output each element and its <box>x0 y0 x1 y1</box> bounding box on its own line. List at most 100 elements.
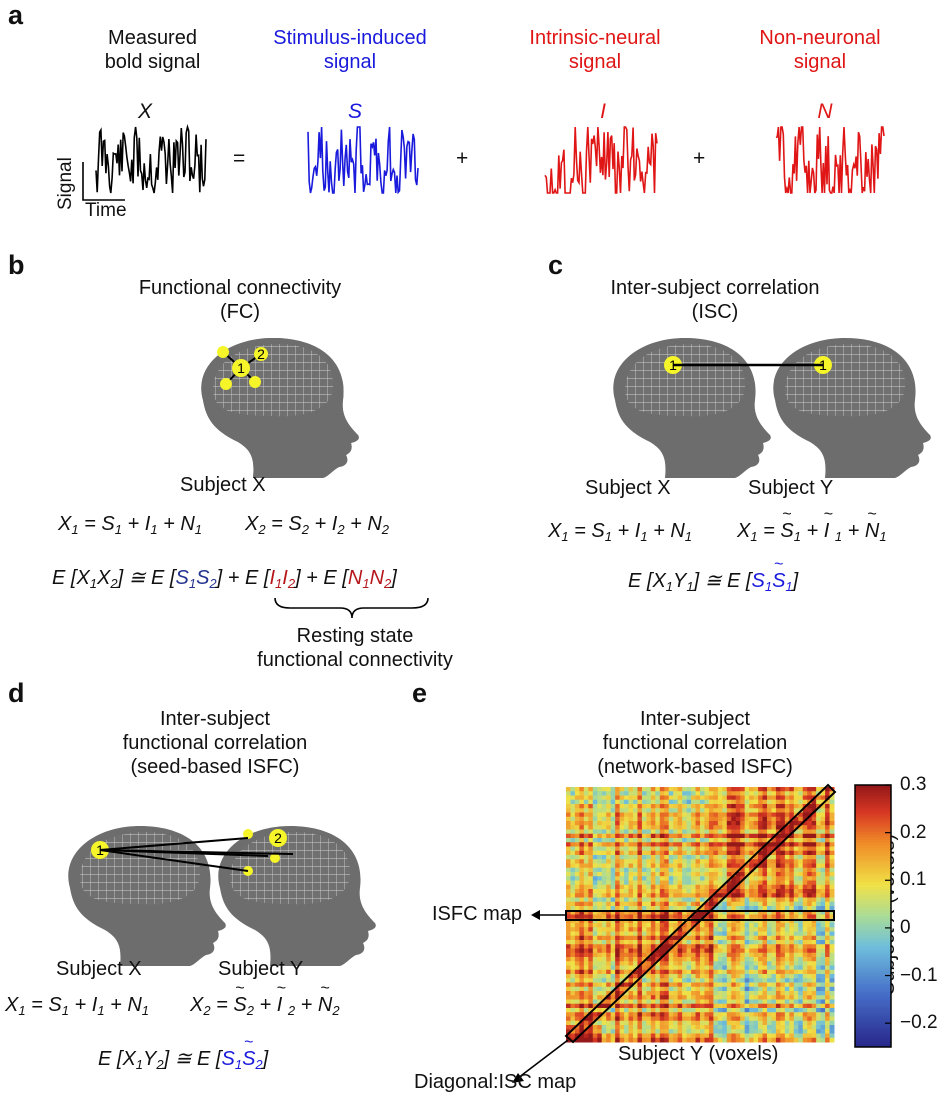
colorbar-step <box>855 800 891 804</box>
colorbar-step <box>855 976 891 980</box>
colorbar-frame <box>854 784 892 1048</box>
subject-y-label-c: Subject Y <box>748 477 834 499</box>
panel-d-title-line1: Inter-subject <box>159 708 271 730</box>
resting-state-brace <box>274 597 429 619</box>
panel-d-title: Inter-subject functional correlation (se… <box>90 707 340 779</box>
colorbar-step <box>855 832 891 836</box>
colorbar-step <box>855 785 891 788</box>
heatmap-xlabel: Subject Y (voxels) <box>618 1043 779 1065</box>
colorbar-step <box>855 847 891 851</box>
panel-c-title-line1: Inter-subject correlation <box>610 277 820 299</box>
resting-state-line1: Resting state <box>296 625 414 647</box>
colorbar-step <box>855 837 891 841</box>
component-title-text: Non-neuronal signal <box>759 27 881 73</box>
symbol-s: S <box>347 100 362 123</box>
colorbar-step <box>855 978 891 982</box>
colorbar-step <box>855 929 891 933</box>
axis-label-time: Time <box>85 200 127 221</box>
colorbar-step <box>855 968 891 972</box>
colorbar-step <box>855 858 891 862</box>
sig-i-line <box>544 126 658 194</box>
colorbar-step <box>855 792 891 796</box>
colorbar-step <box>855 1023 891 1027</box>
colorbar-step <box>855 913 891 917</box>
colorbar-step <box>855 918 891 922</box>
resting-state-line2: functional connectivity <box>257 649 453 671</box>
colorbar-tick-label: −0.1 <box>900 964 938 986</box>
panel-c-title-line2: (ISC) <box>691 301 739 323</box>
colorbar-tick-label: −0.2 <box>900 1012 938 1034</box>
symbol-i: I <box>600 100 606 123</box>
colorbar-step <box>855 840 891 844</box>
colorbar-step <box>855 1028 891 1032</box>
colorbar-tick-label: 0 <box>900 916 911 938</box>
colorbar-step <box>855 950 891 954</box>
colorbar-step <box>855 871 891 875</box>
colorbar-step <box>855 884 891 888</box>
colorbar-step <box>855 926 891 930</box>
colorbar-step <box>855 1031 891 1035</box>
symbol-n: N <box>817 100 833 123</box>
sig-n-line <box>775 126 885 194</box>
component-title-text: Measured bold signal <box>104 27 201 73</box>
colorbar-step <box>855 1026 891 1030</box>
node-label: 2 <box>257 346 265 362</box>
node-label: 1 <box>819 357 827 373</box>
brain-node <box>270 853 280 863</box>
panel-e-title: Inter-subject functional correlation (ne… <box>565 707 825 779</box>
colorbar-step <box>855 1044 891 1048</box>
head-subject-y-isfc: 2 <box>218 826 376 966</box>
panel-b-title-line2: (FC) <box>220 301 260 323</box>
colorbar-step <box>855 803 891 807</box>
colorbar-step <box>855 824 891 828</box>
head-subject-x-fc: 12 <box>201 338 359 478</box>
colorbar-step <box>855 957 891 961</box>
colorbar-step <box>855 973 891 977</box>
brain-node <box>220 378 232 390</box>
colorbar-step <box>855 1039 891 1043</box>
panel-letter-d: d <box>8 678 25 708</box>
colorbar-step <box>855 936 891 940</box>
colorbar-step <box>855 931 891 935</box>
brain-node <box>249 376 261 388</box>
colorbar-step <box>855 845 891 849</box>
panel-b-title: Functional connectivity (FC) <box>120 276 360 324</box>
colorbar-step <box>855 795 891 799</box>
colorbar-step <box>855 971 891 975</box>
isfc-connection <box>99 849 249 872</box>
colorbar-step <box>855 805 891 809</box>
panel-c-title: Inter-subject correlation (ISC) <box>590 276 840 324</box>
subject-y-label-d: Subject Y <box>218 958 304 980</box>
colorbar-step <box>855 921 891 925</box>
panel-letter-c: c <box>548 250 564 280</box>
colorbar-step <box>855 960 891 964</box>
colorbar-step <box>855 819 891 823</box>
colorbar-step <box>855 1002 891 1006</box>
colorbar-step <box>855 816 891 820</box>
colorbar-step <box>855 866 891 870</box>
node-label: 1 <box>237 360 245 376</box>
colorbar-step <box>855 1012 891 1016</box>
colorbar-step <box>855 887 891 891</box>
colorbar-step <box>855 1010 891 1014</box>
colorbar-step <box>855 1036 891 1040</box>
subject-x-label-d: Subject X <box>56 958 142 980</box>
colorbar-step <box>855 994 891 998</box>
colorbar-step <box>855 1018 891 1022</box>
colorbar-step <box>855 916 891 919</box>
colorbar-step <box>855 965 891 969</box>
panel-letter-b: b <box>8 250 25 280</box>
panel-d-title-line3: (seed-based ISFC) <box>130 756 300 778</box>
colorbar-step <box>855 868 891 872</box>
colorbar-step <box>855 955 891 959</box>
sig-x-line <box>95 123 207 194</box>
component-title-text: Intrinsic-neural signal <box>529 27 661 73</box>
plus-sign-1: + <box>456 147 469 170</box>
colorbar-step <box>855 826 891 830</box>
colorbar-step <box>855 910 891 914</box>
colorbar-step <box>855 986 891 990</box>
resting-state-label: Resting state functional connectivity <box>245 624 465 672</box>
signal-trace-n <box>775 126 885 194</box>
panel-e-title-line3: (network-based ISFC) <box>597 756 793 778</box>
isfc-connection <box>99 849 294 855</box>
